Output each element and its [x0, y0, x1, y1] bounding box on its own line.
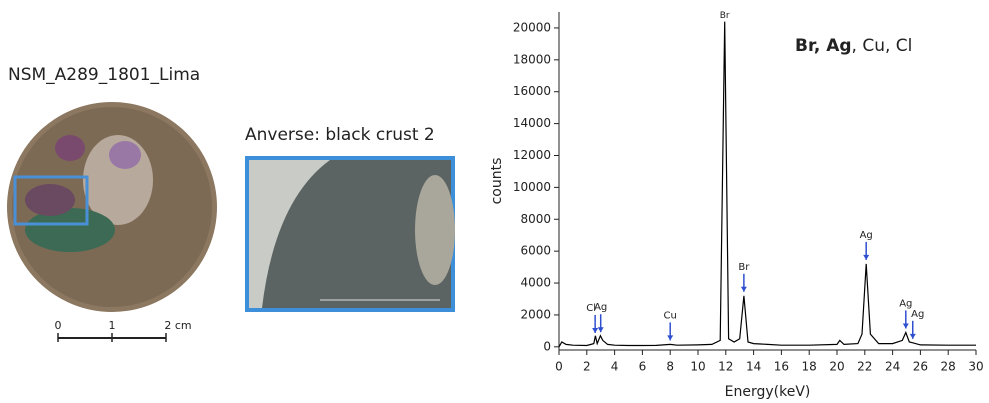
- y-axis-label: counts: [489, 158, 505, 205]
- y-tick-label: 16000: [513, 84, 551, 98]
- y-tick-label: 18000: [513, 52, 551, 66]
- scale-label: 0: [55, 319, 62, 332]
- scale-label: 2 cm: [164, 319, 191, 332]
- y-tick-label: 6000: [520, 244, 551, 258]
- y-tick-label: 20000: [513, 20, 551, 34]
- spectrum-line: [559, 22, 976, 347]
- peak-arrowhead: [910, 334, 916, 339]
- peak-arrowhead: [592, 328, 598, 333]
- x-tick-label: 28: [941, 360, 956, 374]
- y-tick-label: 4000: [520, 276, 551, 290]
- figure: NSM_A289_1801_Lima Anverse: black crust …: [0, 0, 989, 403]
- x-tick-label: 20: [829, 360, 844, 374]
- x-tick-label: 18: [802, 360, 817, 374]
- x-axis-label: Energy(keV): [725, 384, 811, 400]
- coin-photo: [7, 102, 217, 312]
- micro-photo: [247, 158, 455, 310]
- spectrum-plot: 0200040006000800010000120001400016000180…: [489, 11, 984, 400]
- x-tick-label: 30: [968, 360, 983, 374]
- y-tick-label: 12000: [513, 148, 551, 162]
- y-tick-label: 14000: [513, 116, 551, 130]
- peak-arrowhead: [598, 327, 604, 332]
- x-tick-label: 4: [611, 360, 619, 374]
- peak-label: Ag: [594, 302, 607, 313]
- y-tick-label: 2000: [520, 307, 551, 321]
- peak-label: Ag: [899, 298, 912, 309]
- y-tick-label: 10000: [513, 180, 551, 194]
- detail-caption: Anverse: black crust 2: [245, 125, 435, 145]
- peak-arrowhead: [903, 323, 909, 328]
- peak-arrowhead: [741, 287, 747, 292]
- summary-part: , Cu, Cl: [852, 36, 913, 56]
- summary-part: Br, Ag: [795, 36, 852, 56]
- x-tick-label: 6: [639, 360, 647, 374]
- x-tick-label: 12: [718, 360, 733, 374]
- peak-label: Br: [738, 262, 750, 273]
- x-tick-label: 24: [885, 360, 900, 374]
- sample-name: NSM_A289_1801_Lima: [8, 65, 200, 85]
- peak-label: Cu: [664, 310, 677, 321]
- x-tick-label: 26: [913, 360, 928, 374]
- x-tick-label: 8: [666, 360, 674, 374]
- x-tick-label: 10: [690, 360, 705, 374]
- x-tick-label: 2: [583, 360, 591, 374]
- x-tick-label: 16: [774, 360, 789, 374]
- y-tick-label: 8000: [520, 212, 551, 226]
- x-tick-label: 22: [857, 360, 872, 374]
- x-tick-label: 0: [555, 360, 563, 374]
- peak-label: Br: [720, 11, 730, 21]
- x-tick-label: 14: [746, 360, 761, 374]
- peak-arrowhead: [863, 255, 869, 260]
- peak-label: Ag: [911, 309, 924, 320]
- element-summary: Br, Ag, Cu, Cl: [795, 36, 912, 56]
- peak-arrowhead: [667, 335, 673, 340]
- scale-label: 1: [109, 319, 116, 332]
- y-tick-label: 0: [543, 339, 551, 353]
- peak-label: Ag: [860, 230, 873, 241]
